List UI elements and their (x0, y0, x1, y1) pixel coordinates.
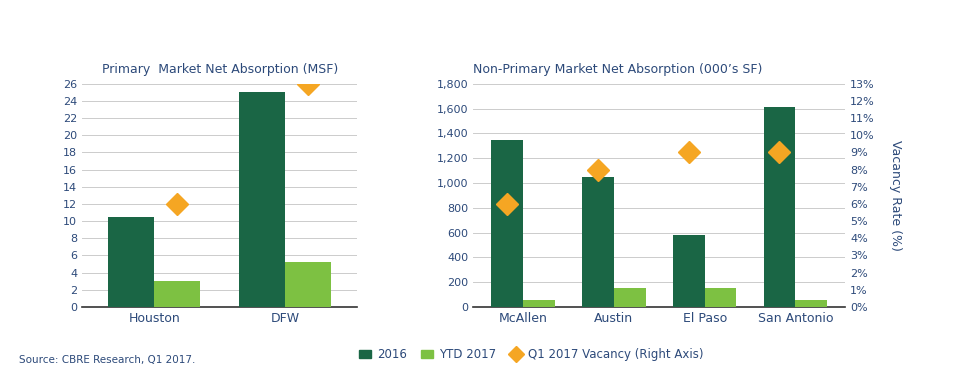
Bar (240, 92, 285, 307)
Bar (795, 300, 827, 307)
Y-axis label: Vacancy Rate (%): Vacancy Rate (%) (889, 140, 901, 251)
Title: Primary  Market Net Absorption (MSF): Primary Market Net Absorption (MSF) (101, 62, 338, 76)
Bar (704, 288, 736, 307)
Text: Source: CBRE Research, Q1 2017.: Source: CBRE Research, Q1 2017. (19, 355, 196, 365)
Bar (492, 140, 524, 307)
Bar (524, 300, 555, 307)
Text: Non-Primary Market Net Absorption (000’s SF): Non-Primary Market Net Absorption (000’s… (473, 62, 763, 76)
Legend: 2016, YTD 2017, Q1 2017 Vacancy (Right Axis): 2016, YTD 2017, Q1 2017 Vacancy (Right A… (355, 344, 708, 366)
Bar (285, 262, 331, 307)
Bar (108, 217, 155, 307)
Bar (155, 281, 200, 307)
Bar (582, 177, 614, 307)
Bar (614, 288, 645, 307)
Bar (673, 235, 704, 307)
Bar (763, 107, 795, 307)
